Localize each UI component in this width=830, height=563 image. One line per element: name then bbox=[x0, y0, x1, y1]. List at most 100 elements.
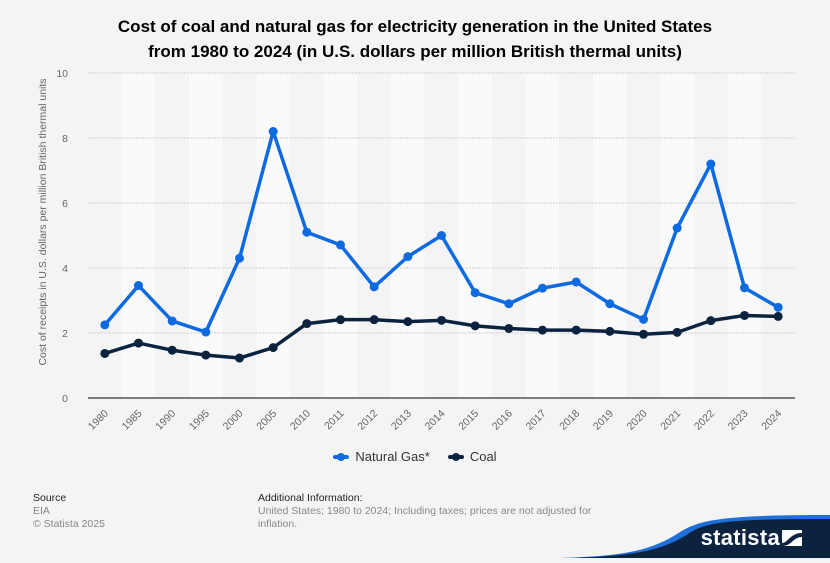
data-point-natural-gas[interactable] bbox=[571, 277, 581, 287]
statista-brand-banner[interactable]: statista bbox=[560, 512, 830, 558]
data-point-natural-gas[interactable] bbox=[672, 223, 682, 233]
data-point-coal[interactable] bbox=[268, 343, 278, 353]
x-tick-label: 1985 bbox=[120, 408, 145, 433]
column-band bbox=[492, 73, 526, 398]
x-tick-label: 2018 bbox=[557, 408, 582, 433]
column-band bbox=[121, 73, 156, 398]
data-point-natural-gas[interactable] bbox=[740, 283, 749, 293]
data-point-coal[interactable] bbox=[639, 329, 648, 339]
data-point-coal[interactable] bbox=[437, 315, 446, 325]
legend-label-natural-gas: Natural Gas* bbox=[355, 449, 430, 464]
x-tick-label: 1995 bbox=[187, 408, 212, 433]
source-name[interactable]: EIA bbox=[33, 505, 50, 517]
data-point-natural-gas[interactable] bbox=[167, 316, 177, 326]
data-point-coal[interactable] bbox=[706, 316, 716, 326]
legend-swatch-natural-gas-icon bbox=[333, 452, 350, 461]
legend-swatch-coal-icon bbox=[447, 452, 464, 461]
x-tick-label: 2015 bbox=[456, 408, 481, 433]
column-band bbox=[222, 73, 257, 398]
data-point-natural-gas[interactable] bbox=[336, 240, 345, 250]
data-point-natural-gas[interactable] bbox=[773, 302, 783, 312]
x-tick-label: 2016 bbox=[490, 408, 515, 433]
x-axis-ticks: 1980 1985 1990 1995 2000 2005 2010 2011 2012 2013… bbox=[86, 408, 784, 433]
column-band bbox=[626, 73, 661, 398]
x-tick-label: 2022 bbox=[692, 408, 717, 433]
additional-info-block: Additional Information: United States; 1… bbox=[258, 492, 598, 531]
y-tick-label: 2 bbox=[62, 328, 68, 340]
copyright: © Statista 2025 bbox=[33, 518, 105, 530]
data-point-coal[interactable] bbox=[100, 348, 110, 358]
data-point-natural-gas[interactable] bbox=[201, 327, 211, 337]
data-point-natural-gas[interactable] bbox=[268, 127, 278, 136]
data-point-coal[interactable] bbox=[605, 326, 615, 336]
column-band bbox=[458, 73, 492, 398]
x-tick-label: 1980 bbox=[86, 408, 111, 433]
data-point-natural-gas[interactable] bbox=[437, 231, 446, 240]
data-point-coal[interactable] bbox=[571, 325, 581, 335]
x-tick-label: 2017 bbox=[524, 408, 549, 433]
data-point-coal[interactable] bbox=[369, 315, 379, 325]
data-point-coal[interactable] bbox=[403, 317, 413, 327]
data-point-coal[interactable] bbox=[740, 310, 749, 320]
x-tick-label: 2012 bbox=[355, 408, 380, 433]
data-point-natural-gas[interactable] bbox=[706, 159, 716, 169]
data-point-natural-gas[interactable] bbox=[504, 299, 514, 309]
legend-item-coal[interactable]: Coal bbox=[447, 449, 497, 464]
series-natural-gas bbox=[100, 127, 783, 337]
additional-info-text: United States; 1980 to 2024; Including t… bbox=[258, 505, 592, 530]
source-heading: Source bbox=[33, 492, 67, 504]
brand-wave-icon bbox=[560, 515, 830, 558]
column-band bbox=[189, 73, 223, 398]
data-point-natural-gas[interactable] bbox=[639, 314, 648, 324]
data-point-natural-gas[interactable] bbox=[403, 252, 413, 262]
data-point-natural-gas[interactable] bbox=[538, 283, 547, 293]
y-tick-label: 4 bbox=[62, 263, 68, 275]
data-point-coal[interactable] bbox=[302, 319, 312, 329]
x-tick-label: 2013 bbox=[389, 408, 414, 433]
column-band bbox=[323, 73, 358, 398]
y-tick-label: 10 bbox=[56, 68, 68, 80]
chart-title-line-1: Cost of coal and natural gas for electri… bbox=[117, 17, 713, 36]
x-tick-label: 2019 bbox=[591, 408, 616, 433]
data-point-coal[interactable] bbox=[235, 353, 244, 363]
data-point-natural-gas[interactable] bbox=[470, 288, 480, 298]
y-axis-label-box: Cost of receipts in U.S. dollars per mil… bbox=[36, 72, 50, 372]
data-point-natural-gas[interactable] bbox=[134, 281, 143, 291]
x-tick-label: 2021 bbox=[658, 408, 683, 433]
data-point-coal[interactable] bbox=[336, 315, 345, 325]
data-point-natural-gas[interactable] bbox=[302, 227, 312, 237]
data-point-natural-gas[interactable] bbox=[369, 282, 379, 292]
column-band bbox=[694, 73, 728, 398]
data-point-coal[interactable] bbox=[773, 311, 783, 321]
x-tick-label: 2010 bbox=[288, 408, 313, 433]
data-point-coal[interactable] bbox=[167, 345, 177, 355]
line-chart: 0 2 4 6 8 10 1980 1985 1990 1995 2000 2005 2010 2011… bbox=[56, 68, 795, 433]
y-tick-label: 8 bbox=[62, 133, 68, 145]
data-point-natural-gas[interactable] bbox=[605, 299, 615, 309]
chart-title: Cost of coal and natural gas for electri… bbox=[0, 14, 830, 64]
column-band bbox=[525, 73, 560, 398]
data-point-coal[interactable] bbox=[134, 338, 143, 348]
legend: Natural Gas* Coal bbox=[0, 449, 830, 464]
data-point-coal[interactable] bbox=[538, 325, 547, 335]
data-point-coal[interactable] bbox=[470, 321, 480, 331]
y-tick-label: 0 bbox=[62, 393, 68, 405]
data-point-natural-gas[interactable] bbox=[100, 320, 110, 330]
column-band bbox=[727, 73, 762, 398]
data-point-coal[interactable] bbox=[672, 327, 682, 337]
additional-info-heading: Additional Information: bbox=[258, 492, 363, 504]
series-group bbox=[100, 127, 783, 363]
data-point-coal[interactable] bbox=[201, 350, 211, 360]
x-tick-label: 2000 bbox=[221, 408, 246, 433]
x-tick-label: 2005 bbox=[254, 408, 279, 433]
column-band bbox=[593, 73, 627, 398]
column-band bbox=[559, 73, 593, 398]
data-point-coal[interactable] bbox=[504, 323, 514, 333]
y-axis-label: Cost of receipts in U.S. dollars per mil… bbox=[37, 78, 49, 366]
legend-item-natural-gas[interactable]: Natural Gas* bbox=[333, 449, 430, 464]
column-band bbox=[391, 73, 425, 398]
column-band bbox=[660, 73, 694, 398]
column-band bbox=[761, 73, 795, 398]
data-point-natural-gas[interactable] bbox=[235, 253, 244, 263]
legend-label-coal: Coal bbox=[469, 449, 497, 464]
